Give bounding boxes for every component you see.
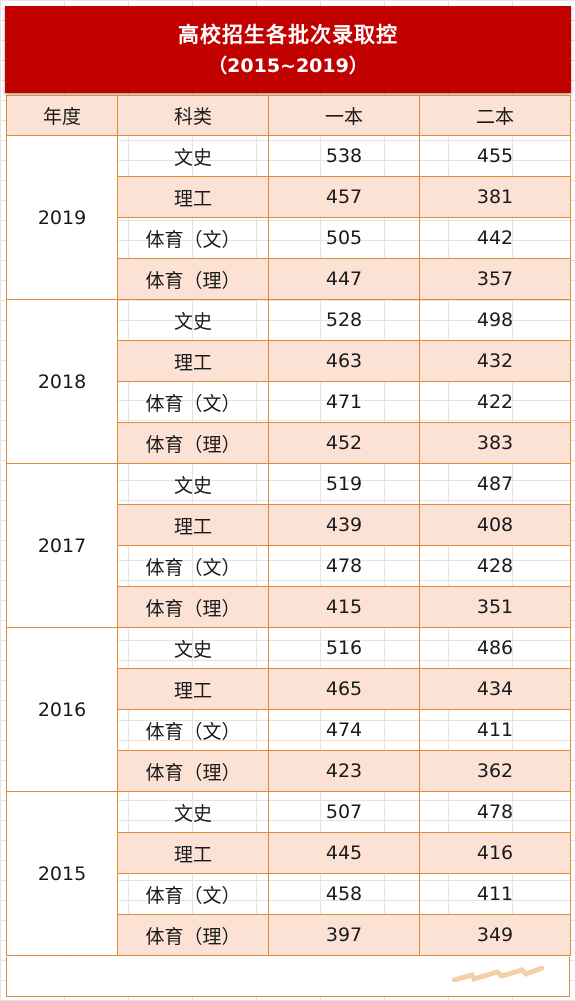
table-row: 2016 文史 516 486: [6, 627, 571, 792]
tier1-cell[interactable]: 528: [268, 299, 420, 341]
table-row: 体育（理） 397 349: [7, 914, 571, 956]
category-cell[interactable]: 文史: [117, 463, 269, 505]
category-cell[interactable]: 理工: [117, 668, 269, 710]
tier1-cell[interactable]: 457: [268, 176, 420, 218]
tier2-cell[interactable]: 408: [419, 504, 571, 546]
category-cell[interactable]: 体育（理）: [117, 586, 269, 628]
tier2-cell[interactable]: 349: [419, 914, 571, 956]
tier1-cell[interactable]: 452: [268, 422, 420, 464]
category-cell[interactable]: 理工: [117, 176, 269, 218]
category-cell[interactable]: 体育（理）: [117, 258, 269, 300]
tier1-cell[interactable]: 458: [268, 873, 420, 915]
tier2-cell[interactable]: 362: [419, 750, 571, 792]
category-cell[interactable]: 理工: [117, 832, 269, 874]
header-category[interactable]: 科类: [117, 95, 269, 136]
page-title: 高校招生各批次录取控: [178, 22, 398, 47]
tier2-cell[interactable]: 411: [419, 873, 571, 915]
tier1-cell[interactable]: 445: [268, 832, 420, 874]
table-row: 体育（文） 474 411: [7, 709, 571, 751]
year-cell[interactable]: 2017: [6, 463, 118, 628]
tier1-cell[interactable]: 423: [268, 750, 420, 792]
watermark-mark: [452, 966, 544, 982]
header-tier1[interactable]: 一本: [268, 95, 420, 136]
table-row: 体育（文） 458 411: [7, 873, 571, 915]
table-row: 理工 463 432: [7, 340, 571, 382]
category-cell[interactable]: 文史: [117, 299, 269, 341]
header-year[interactable]: 年度: [6, 95, 118, 136]
year-cell[interactable]: 2015: [6, 791, 118, 956]
table-row: 理工 439 408: [7, 504, 571, 546]
tier1-cell[interactable]: 474: [268, 709, 420, 751]
tier1-cell[interactable]: 439: [268, 504, 420, 546]
category-cell[interactable]: 体育（理）: [117, 750, 269, 792]
tier1-cell[interactable]: 507: [268, 791, 420, 833]
category-cell[interactable]: 文史: [117, 791, 269, 833]
table-row: 体育（文） 478 428: [7, 545, 571, 587]
tier2-cell[interactable]: 434: [419, 668, 571, 710]
tier1-cell[interactable]: 478: [268, 545, 420, 587]
category-cell[interactable]: 体育（文）: [117, 217, 269, 259]
header-row: 年度 科类 一本 二本: [6, 95, 571, 136]
category-cell[interactable]: 体育（文）: [117, 381, 269, 423]
table-row: 2017 文史 519 487: [6, 463, 571, 628]
admission-scores-table: 年度 科类 一本 二本 2019 文史 538 455 理工 457 381 体育（文） 505…: [6, 95, 571, 956]
tier1-cell[interactable]: 516: [268, 627, 420, 669]
tier2-cell[interactable]: 498: [419, 299, 571, 341]
tier1-cell[interactable]: 415: [268, 586, 420, 628]
table-row: 体育（文） 471 422: [7, 381, 571, 423]
tier2-cell[interactable]: 416: [419, 832, 571, 874]
table-row: 体育（理） 447 357: [7, 258, 571, 300]
tier2-cell[interactable]: 357: [419, 258, 571, 300]
category-cell[interactable]: 理工: [117, 504, 269, 546]
tier1-cell[interactable]: 465: [268, 668, 420, 710]
table-row: 理工 445 416: [7, 832, 571, 874]
tier1-cell[interactable]: 471: [268, 381, 420, 423]
category-cell[interactable]: 体育（理）: [117, 422, 269, 464]
year-cell[interactable]: 2018: [6, 299, 118, 464]
tier1-cell[interactable]: 519: [268, 463, 420, 505]
page-subtitle: （2015~2019）: [208, 54, 368, 77]
table-row: 体育（理） 423 362: [7, 750, 571, 792]
category-cell[interactable]: 体育（理）: [117, 914, 269, 956]
category-cell[interactable]: 文史: [117, 135, 269, 177]
table-row: 体育（理） 452 383: [7, 422, 571, 464]
header-tier2[interactable]: 二本: [419, 95, 571, 136]
category-cell[interactable]: 体育（文）: [117, 709, 269, 751]
year-cell[interactable]: 2019: [6, 135, 118, 300]
category-cell[interactable]: 体育（文）: [117, 545, 269, 587]
table-row: 2018 文史 528 498: [6, 299, 571, 464]
category-cell[interactable]: 理工: [117, 340, 269, 382]
tier2-cell[interactable]: 455: [419, 135, 571, 177]
tier1-cell[interactable]: 505: [268, 217, 420, 259]
tier2-cell[interactable]: 442: [419, 217, 571, 259]
tier2-cell[interactable]: 422: [419, 381, 571, 423]
table-row: 理工 457 381: [7, 176, 571, 218]
table-row: 理工 465 434: [7, 668, 571, 710]
table-row: 体育（文） 505 442: [7, 217, 571, 259]
tier2-cell[interactable]: 411: [419, 709, 571, 751]
tier2-cell[interactable]: 432: [419, 340, 571, 382]
tier2-cell[interactable]: 428: [419, 545, 571, 587]
title-banner: 高校招生各批次录取控 （2015~2019）: [5, 6, 571, 93]
tier1-cell[interactable]: 463: [268, 340, 420, 382]
category-cell[interactable]: 文史: [117, 627, 269, 669]
tier1-cell[interactable]: 447: [268, 258, 420, 300]
tier2-cell[interactable]: 351: [419, 586, 571, 628]
tier1-cell[interactable]: 397: [268, 914, 420, 956]
tier2-cell[interactable]: 486: [419, 627, 571, 669]
year-cell[interactable]: 2016: [6, 627, 118, 792]
tier2-cell[interactable]: 487: [419, 463, 571, 505]
table-row: 2019 文史 538 455: [6, 135, 571, 300]
category-cell[interactable]: 体育（文）: [117, 873, 269, 915]
tier1-cell[interactable]: 538: [268, 135, 420, 177]
tier2-cell[interactable]: 478: [419, 791, 571, 833]
table-row: 2015 文史 507 478: [6, 791, 571, 956]
tier2-cell[interactable]: 381: [419, 176, 571, 218]
tier2-cell[interactable]: 383: [419, 422, 571, 464]
